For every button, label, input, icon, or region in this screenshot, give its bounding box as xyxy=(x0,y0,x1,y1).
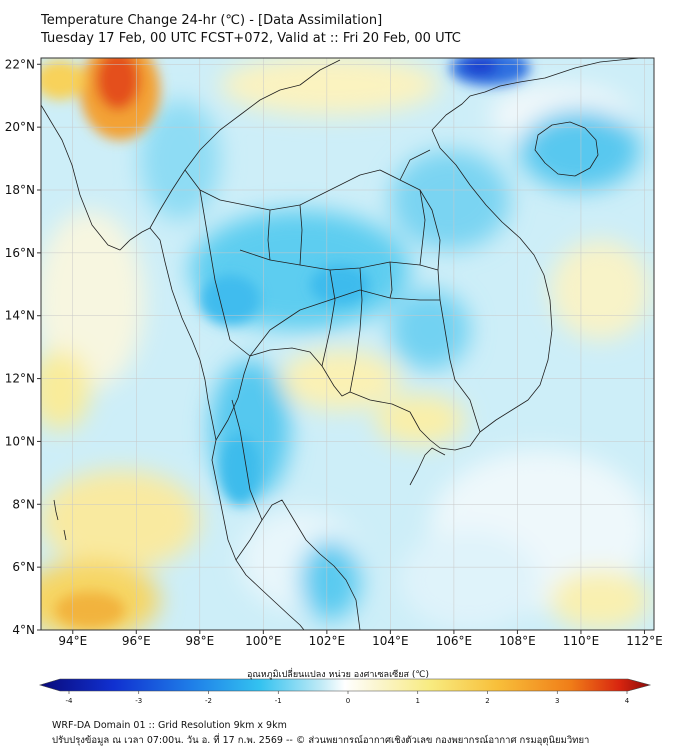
colorbar-tick-label: 2 xyxy=(485,697,489,705)
lon-tick-label: 108°E xyxy=(499,634,536,648)
lat-tick-label: 22°N xyxy=(5,57,35,71)
lon-tick-label: 112°E xyxy=(626,634,663,648)
lat-tick-label: 12°N xyxy=(5,372,35,386)
lat-tick-label: 14°N xyxy=(5,309,35,323)
colorbar-tick-label: -1 xyxy=(275,697,282,705)
longitude-ticks: 94°E 96°E 98°E 100°E 102°E 104°E 106°E 108°E 110… xyxy=(58,630,663,648)
lat-tick-label: 4°N xyxy=(12,623,35,637)
lon-tick-label: 98°E xyxy=(185,634,214,648)
lon-tick-label: 100°E xyxy=(245,634,282,648)
footer: WRF-DA Domain 01 :: Grid Resolution 9km … xyxy=(52,718,589,748)
lon-tick-label: 96°E xyxy=(122,634,151,648)
title-line-1: Temperature Change 24-hr (℃) - [Data Ass… xyxy=(41,13,383,28)
colorbar-tick-label: 0 xyxy=(346,697,350,705)
lat-tick-label: 8°N xyxy=(12,497,35,511)
lon-tick-label: 102°E xyxy=(309,634,346,648)
colorbar: -4 -3 -2 -1 0 1 2 3 4 xyxy=(38,678,652,705)
colorbar-tick-label: -3 xyxy=(135,697,142,705)
lon-tick-label: 106°E xyxy=(436,634,473,648)
colorbar-tick-label: 3 xyxy=(555,697,559,705)
latitude-ticks: 22°N 20°N 18°N 16°N 14°N 12°N 10°N 8°N 6°N 4°N xyxy=(5,57,41,637)
colorbar-tick-label: 1 xyxy=(416,697,420,705)
title-line-2: Tuesday 17 Feb, 00 UTC FCST+072, Valid a… xyxy=(41,31,461,46)
colorbar-tick-label: -2 xyxy=(205,697,212,705)
temperature-field xyxy=(41,58,654,630)
lat-tick-label: 6°N xyxy=(12,560,35,574)
grid-lines xyxy=(41,58,654,631)
colorbar-tick-label: 4 xyxy=(625,697,630,705)
lon-tick-label: 110°E xyxy=(563,634,600,648)
footer-line-1: WRF-DA Domain 01 :: Grid Resolution 9km … xyxy=(52,720,287,731)
footer-line-2: ปรับปรุงข้อมูล ณ เวลา 07:00น. วัน อ. ที่… xyxy=(52,735,590,746)
lat-tick-label: 20°N xyxy=(5,120,35,134)
coastlines-and-borders xyxy=(41,58,641,630)
lat-tick-label: 18°N xyxy=(5,183,35,197)
colorbar-ticks: -4 -3 -2 -1 0 1 2 3 4 xyxy=(66,691,630,705)
map-frame xyxy=(40,57,655,631)
map-title: Temperature Change 24-hr (℃) - [Data Ass… xyxy=(41,12,461,48)
lon-tick-label: 94°E xyxy=(58,634,87,648)
colorbar-tick-label: -4 xyxy=(66,697,74,705)
lat-tick-label: 16°N xyxy=(5,246,35,260)
lat-tick-label: 10°N xyxy=(5,434,35,448)
colorbar-label: อุณหภูมิเปลี่ยนแปลง หน่วย องศาเซลเซียส (… xyxy=(246,670,430,680)
lon-tick-label: 104°E xyxy=(372,634,409,648)
